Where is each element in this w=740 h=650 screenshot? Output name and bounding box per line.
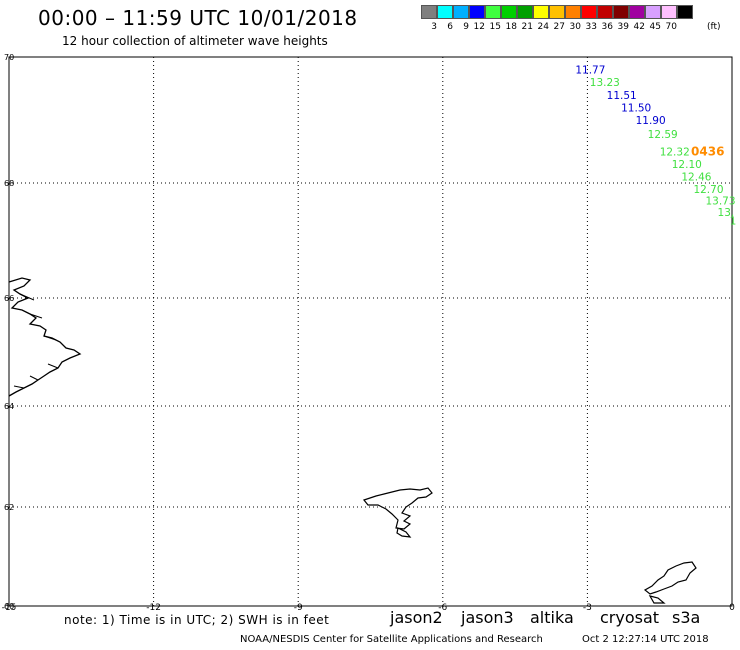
satellite-label-altika: altika <box>530 608 574 627</box>
legend-swatch <box>597 5 613 19</box>
legend-swatch <box>533 5 549 19</box>
legend-label: 12 <box>473 22 485 32</box>
longitude-tick-label: -12 <box>146 603 161 613</box>
legend-swatch <box>629 5 645 19</box>
legend-label: 45 <box>649 22 661 32</box>
shetland-islands <box>643 561 697 604</box>
longitude-tick-label: 0 <box>729 603 735 613</box>
latitude-tick-label: 70 <box>4 53 14 62</box>
legend-label: 3 <box>431 22 437 32</box>
legend-label: 9 <box>463 22 469 32</box>
iceland-coastline <box>8 277 82 397</box>
satellite-label-jason2: jason2 <box>390 608 443 627</box>
satellite-label-cryosat: cryosat <box>600 608 660 627</box>
legend-label: 6 <box>447 22 453 32</box>
color-scale-labels: 3 6 9 12 15 18 21 24 27 30 33 36 39 42 45 70 <box>421 22 677 32</box>
latitude-tick-label: 62 <box>4 503 14 512</box>
longitude-tick-label: -3 <box>583 603 592 613</box>
legend-label: 70 <box>665 22 677 32</box>
latitude-tick-label: 68 <box>4 179 14 188</box>
legend-swatch <box>645 5 661 19</box>
legend-swatch <box>501 5 517 19</box>
map-frame <box>8 56 733 607</box>
legend-label: 39 <box>617 22 629 32</box>
latitude-tick-label: 60 <box>4 602 14 611</box>
faroe-islands <box>362 487 433 538</box>
wave-height-value: 13.23 <box>590 77 620 89</box>
legend-swatch <box>517 5 533 19</box>
wave-height-value: 11.77 <box>575 65 605 77</box>
satellite-label-jason3: jason3 <box>461 608 514 627</box>
credit-text: NOAA/NESDIS Center for Satellite Applica… <box>240 634 543 645</box>
legend-label: 42 <box>633 22 645 32</box>
satellite-label-s3a: s3a <box>672 608 701 627</box>
wave-height-value: 12.59 <box>648 129 678 141</box>
wave-height-value: 11.90 <box>636 115 666 127</box>
wave-height-value: 11.50 <box>621 102 651 114</box>
wave-height-value: 1 <box>730 215 737 227</box>
legend-swatch <box>453 5 469 19</box>
footer-note: note: 1) Time is in UTC; 2) SWH is in fe… <box>64 613 330 627</box>
legend-swatch <box>565 5 581 19</box>
wave-height-value: 13.73 <box>705 195 735 207</box>
legend-swatch <box>661 5 677 19</box>
longitude-tick-label: -9 <box>294 603 303 613</box>
wave-height-value: 13. <box>718 207 735 219</box>
legend-label: 30 <box>569 22 581 32</box>
color-scale-legend <box>421 5 693 19</box>
map-grid <box>9 57 732 606</box>
wave-height-value: 12.46 <box>681 172 711 184</box>
legend-label: 15 <box>489 22 501 32</box>
color-scale-unit: (ft) <box>707 22 721 32</box>
wave-height-value: 12.10 <box>672 159 702 171</box>
legend-swatch <box>485 5 501 19</box>
legend-label: 18 <box>505 22 517 32</box>
longitude-tick-label: -6 <box>438 603 447 613</box>
wave-height-value: 12.70 <box>693 184 723 196</box>
latitude-tick-label: 66 <box>4 294 14 303</box>
legend-swatch <box>549 5 565 19</box>
legend-label: 36 <box>601 22 613 32</box>
wave-height-value: 12.32 <box>660 147 690 159</box>
longitude-tick-label: -15 <box>2 603 17 613</box>
legend-swatch <box>469 5 485 19</box>
legend-swatch <box>581 5 597 19</box>
legend-label: 27 <box>553 22 565 32</box>
wave-height-value: 11.51 <box>607 90 637 102</box>
iceland-fjords <box>13 293 59 389</box>
page-title: 00:00 – 11:59 UTC 10/01/2018 <box>38 6 358 30</box>
legend-label: 21 <box>521 22 533 32</box>
legend-label: 24 <box>537 22 549 32</box>
map-tick-labels: -15 -12 -9 -6 -3 0 70 68 66 64 62 60 <box>2 53 735 613</box>
latitude-tick-label: 64 <box>4 402 14 411</box>
pass-time-label: 0436 <box>691 145 724 159</box>
legend-swatch <box>677 5 693 19</box>
legend-swatch <box>421 5 437 19</box>
legend-label: 33 <box>585 22 597 32</box>
legend-swatch <box>437 5 453 19</box>
generated-timestamp: Oct 2 12:27:14 UTC 2018 <box>582 634 709 645</box>
page-subtitle: 12 hour collection of altimeter wave hei… <box>62 34 328 48</box>
legend-swatch <box>613 5 629 19</box>
